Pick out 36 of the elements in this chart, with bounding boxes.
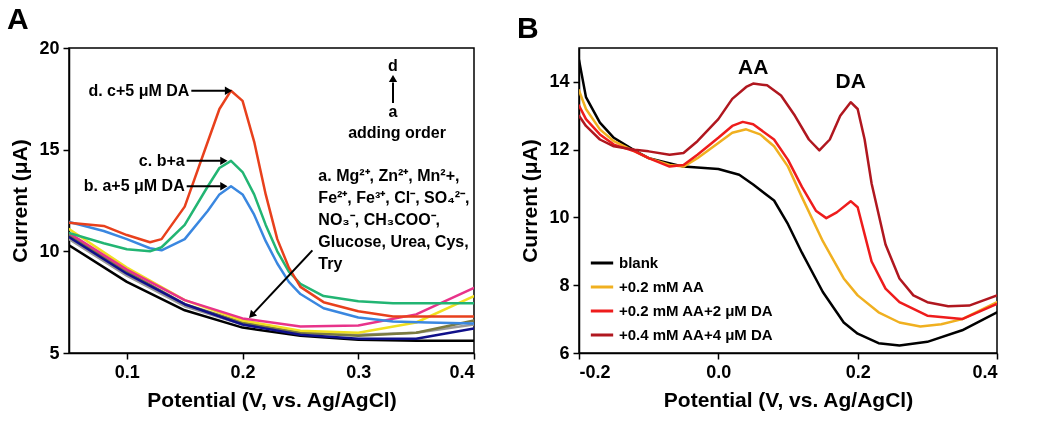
x-axis-title: Potential (V, vs. Ag/AgCl)	[663, 387, 914, 411]
annotation: d. c+5 μM DA	[88, 81, 190, 99]
legend-label: +0.4 mM AA+4 μM DA	[619, 326, 773, 343]
x-tick-label: 0.0	[706, 361, 732, 382]
y-tick-label: 8	[559, 274, 570, 295]
annotation: d	[388, 57, 398, 75]
x-tick-label: -0.2	[579, 361, 611, 382]
annotation: adding order	[348, 124, 446, 142]
y-tick-label: 12	[549, 139, 570, 160]
y-tick-label: 10	[549, 206, 570, 227]
annotation: DA	[835, 69, 866, 93]
y-tick-label: 10	[39, 240, 60, 261]
y-tick-label: 20	[39, 37, 60, 58]
annotation: a	[388, 103, 398, 121]
legend-label: +0.2 mM AA+2 μM DA	[619, 302, 773, 319]
annotation: AA	[737, 54, 769, 78]
legend-label: +0.2 mM AA	[619, 278, 705, 295]
y-tick-label: 15	[39, 139, 60, 160]
y-tick-label: 14	[549, 71, 570, 92]
x-tick-label: 0.4	[972, 361, 998, 382]
annotation: b. a+5 μM DA	[83, 177, 186, 195]
x-axis-title: Potential (V, vs. Ag/AgCl)	[147, 387, 397, 411]
x-tick-label: 0.4	[449, 361, 475, 382]
y-axis-title: Current (μA)	[518, 139, 542, 263]
annotation: c. b+a	[138, 151, 185, 169]
annotation: a. Mg²⁺, Zn²⁺, Mn²+, Fe²⁺, Fe³⁺, Cl⁻, SO₄²⁻, NO₃⁻, CH₃COO⁻, Glucose, Urea, Cys, Try	[318, 167, 470, 273]
chart-title: A	[7, 2, 29, 35]
x-tick-label: 0.2	[230, 361, 256, 382]
x-tick-label: 0.2	[845, 361, 871, 382]
y-tick-label: 5	[49, 342, 60, 363]
legend-label: blank	[619, 254, 659, 271]
chart-title: B	[517, 11, 539, 44]
x-tick-label: 0.1	[114, 361, 140, 382]
x-tick-label: 0.3	[346, 361, 372, 382]
y-tick-label: 6	[559, 342, 570, 363]
y-axis-title: Current (μA)	[8, 139, 32, 263]
